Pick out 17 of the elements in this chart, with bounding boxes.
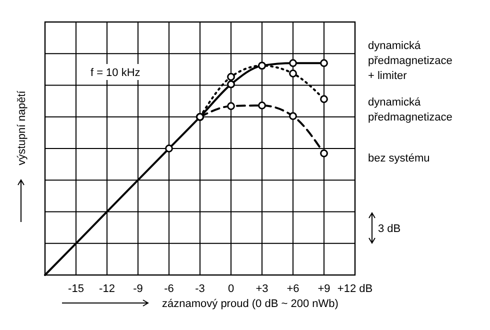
x-tick-label: -15 [68, 283, 84, 295]
x-tick-label: -3 [195, 283, 205, 295]
text: 3 dB [378, 223, 401, 235]
x-axis-title: záznamový proud (0 dB ~ 200 nWb) [162, 298, 338, 310]
x-tick-label: +9 [318, 283, 330, 295]
x-tick-label: +12 dB [337, 283, 373, 295]
x-tick-label: +3 [256, 283, 268, 295]
annotation: f = 10 kHz [90, 67, 140, 79]
x-tick-label: -12 [99, 283, 115, 295]
x-tick-label: +6 [286, 283, 300, 295]
text: dynamická předmagnetizace + limiter [368, 40, 452, 82]
y-axis-title: výstupní napětí [16, 90, 28, 166]
text: bez systému [368, 152, 430, 164]
text: dynamická předmagnetizace [368, 96, 452, 124]
x-tick-label: -6 [164, 283, 174, 295]
x-tick-label: 0 [228, 283, 234, 295]
x-tick-label: -9 [133, 283, 143, 295]
